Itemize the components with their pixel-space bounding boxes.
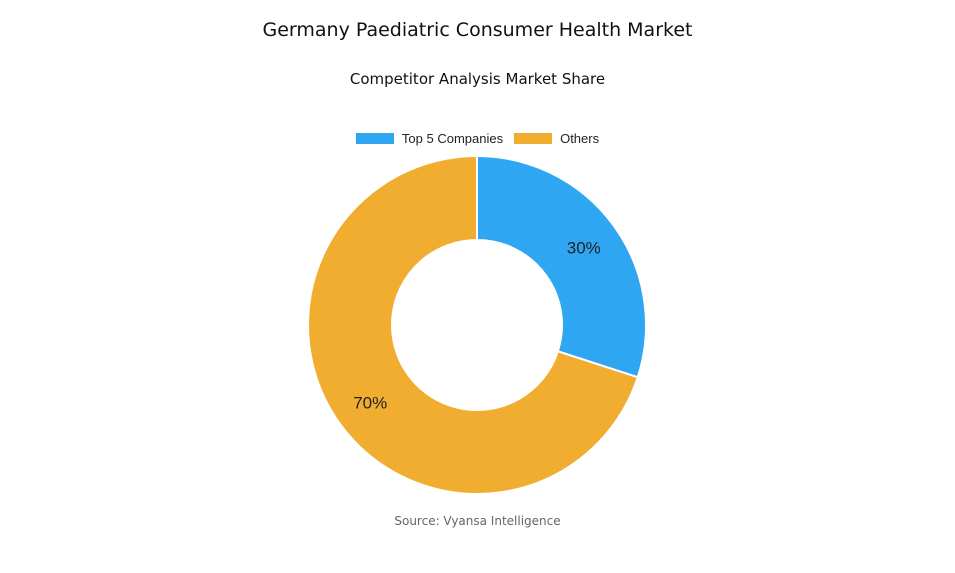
legend-item-others[interactable]: Others	[514, 131, 599, 146]
source-note: Source: Vyansa Intelligence	[394, 514, 561, 528]
legend: Top 5 Companies Others	[0, 131, 955, 146]
data-label: 30%	[567, 238, 601, 257]
data-label: 70%	[353, 394, 387, 413]
chart-title: Germany Paediatric Consumer Health Marke…	[262, 19, 693, 41]
slice-others[interactable]	[307, 154, 639, 495]
chart-subtitle: Competitor Analysis Market Share	[349, 70, 606, 88]
slice-top-5-companies[interactable]	[476, 154, 647, 379]
legend-label: Others	[560, 131, 600, 146]
legend-label: Top 5 Companies	[401, 131, 504, 146]
legend-swatch	[355, 133, 394, 144]
legend-swatch	[514, 133, 553, 144]
legend-item-top5[interactable]: Top 5 Companies	[355, 131, 504, 146]
